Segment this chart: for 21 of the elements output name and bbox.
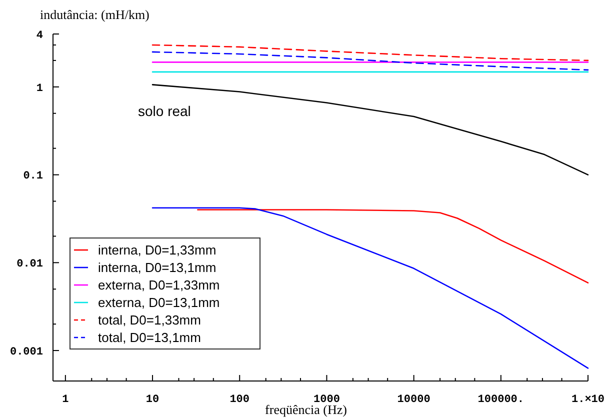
x-tick-label: 10000	[397, 394, 430, 406]
y-tick-label: 0.01	[16, 258, 44, 271]
legend-label: total, D0=13,1mm	[98, 330, 201, 346]
y-tick-label: 1	[36, 82, 44, 95]
x-tick-label: 1.×10	[571, 394, 605, 406]
annotation: solo real	[138, 103, 191, 119]
x-tick-label: 1	[62, 394, 70, 406]
legend-label: total, D0=1,33mm	[98, 312, 201, 328]
y-tick-label: 0.001	[10, 346, 44, 358]
legend-label: interna, D0=1,33mm	[98, 242, 216, 258]
legend-label: interna, D0=13,1mm	[98, 260, 216, 276]
x-tick-label: 10	[146, 394, 160, 406]
legend-label: externa, D0=1,33mm	[98, 278, 220, 293]
line-series	[152, 44, 589, 62]
legend-label: externa, D0=13,1mm	[98, 295, 220, 310]
y-axis-title: indutância: (mH/km)	[40, 7, 150, 22]
x-tick-label: 100	[230, 394, 250, 406]
y-tick-label: 4	[36, 30, 44, 42]
x-tick-label: 100000.	[478, 394, 524, 406]
y-tick-label: 0.1	[23, 170, 44, 183]
line-series	[152, 51, 589, 71]
